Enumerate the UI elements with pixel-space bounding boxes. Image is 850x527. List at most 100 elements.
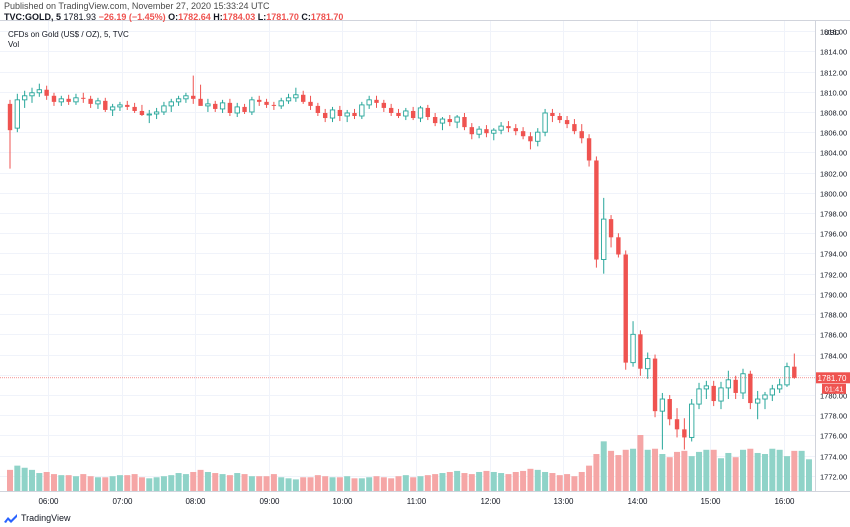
y-tick-label: 1792.00: [820, 271, 847, 280]
candle: [557, 112, 562, 124]
y-tick-label: 1772.00: [820, 473, 847, 482]
candle-body: [769, 388, 775, 396]
candle: [191, 75, 196, 104]
y-tick-label: 1812.00: [820, 69, 847, 78]
candle-body: [748, 373, 753, 404]
price-axis[interactable]: 1772.001774.001776.001778.001780.001782.…: [820, 28, 847, 482]
volume-bar: [160, 476, 167, 491]
candle: [689, 399, 695, 442]
candle-body: [329, 109, 336, 119]
volume-bar: [307, 477, 314, 491]
candle: [285, 93, 292, 104]
candle: [682, 418, 687, 450]
candle: [329, 106, 336, 123]
candle-body: [95, 100, 101, 105]
candle-body: [88, 98, 93, 104]
y-tick-label: 1774.00: [820, 453, 847, 462]
volume-bar: [219, 474, 226, 491]
candle-body: [630, 333, 636, 364]
volume-bar: [124, 475, 131, 491]
volume-bar: [520, 470, 527, 491]
candle: [205, 98, 211, 112]
volume-bar: [498, 473, 505, 491]
candle: [73, 93, 79, 105]
candle-body: [117, 104, 123, 108]
volume-bar: [615, 455, 622, 491]
candle-body: [542, 112, 548, 133]
candle-body: [638, 334, 643, 369]
volume-bar: [652, 448, 659, 491]
candle-body: [301, 94, 306, 102]
volume-bar: [248, 476, 255, 491]
candle: [88, 95, 93, 108]
candle-body: [191, 95, 196, 99]
volume-bar: [366, 477, 373, 491]
candle: [278, 97, 284, 109]
volume-bar: [43, 471, 50, 491]
candle-body: [337, 109, 343, 117]
footer-brand[interactable]: TradingView: [4, 513, 71, 523]
candle: [484, 125, 489, 138]
x-tick-label: 06:00: [38, 497, 59, 506]
volume-bar: [153, 477, 160, 491]
volume-bar: [747, 448, 754, 491]
volume-bar: [776, 449, 783, 491]
candle-body: [432, 117, 438, 124]
volume-bar: [263, 476, 270, 491]
volume-bar: [703, 449, 710, 491]
candle-body: [242, 106, 247, 112]
volume-bar: [300, 477, 307, 491]
candle: [388, 103, 394, 117]
open-label: O:: [168, 12, 179, 22]
volume-bar: [410, 477, 417, 491]
volume-bar: [593, 454, 600, 491]
candle: [528, 132, 533, 150]
volume-bar: [454, 470, 461, 491]
volume-bar: [270, 474, 277, 491]
volume-bar: [204, 471, 211, 491]
volume-bar: [314, 475, 321, 491]
volume-bar: [336, 477, 343, 491]
candle: [322, 108, 328, 123]
candle-body: [22, 95, 28, 101]
candle: [645, 352, 651, 379]
volume-bar: [212, 473, 219, 491]
candle-body: [454, 116, 460, 123]
y-tick-label: 1778.00: [820, 412, 847, 421]
candle-body: [234, 106, 240, 114]
candle: [58, 95, 64, 106]
y-tick-label: 1800.00: [820, 190, 847, 199]
volume-bar: [439, 473, 446, 491]
volume-bar: [197, 469, 204, 491]
candle-body: [168, 101, 174, 107]
candle-body: [132, 106, 137, 111]
volume-bar: [28, 469, 35, 491]
candle-body: [293, 94, 299, 99]
volume-bar: [710, 449, 717, 491]
volume-bar: [36, 473, 43, 491]
legend-title[interactable]: CFDs on Gold (US$ / OZ), 5, TVC: [8, 30, 129, 39]
candle-body: [219, 102, 226, 110]
candle-body: [417, 107, 424, 119]
candle: [198, 84, 203, 106]
candle: [242, 103, 247, 114]
candle: [219, 99, 226, 113]
candle: [146, 109, 152, 124]
time-axis[interactable]: 06:00 07:00 08:00 09:00 10:00 11:00 12:00 13:00…: [38, 497, 795, 506]
candle: [301, 90, 306, 104]
candle: [183, 92, 189, 103]
candle: [638, 330, 643, 376]
x-tick-label: 12:00: [480, 497, 501, 506]
candle-body: [381, 102, 387, 108]
candle: [586, 134, 592, 167]
volume-bar: [556, 475, 563, 491]
candle-body: [139, 110, 145, 115]
candle: [109, 103, 116, 117]
volume-bar: [7, 469, 13, 491]
candle: [550, 108, 555, 123]
candle: [667, 394, 672, 426]
volume-bar: [461, 473, 468, 491]
volume-bar: [564, 474, 571, 491]
legend-volume[interactable]: Vol: [8, 40, 20, 49]
volume-bar: [138, 477, 145, 491]
